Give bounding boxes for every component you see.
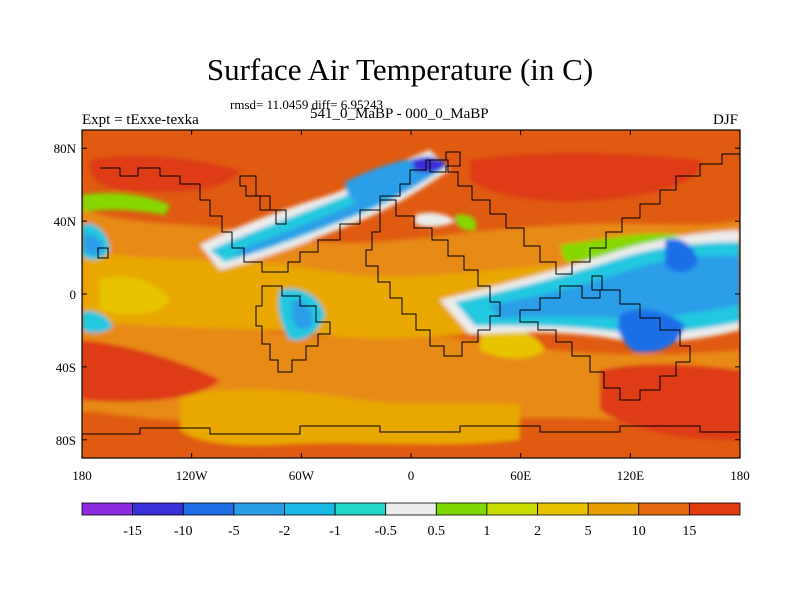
lat-tick-label: 0 [70,287,77,302]
lon-tick-label: 180 [730,468,750,483]
field-yellow-patch-east [480,326,545,359]
plot-title: Surface Air Temperature (in C) [206,52,594,87]
colorbar-label: -15 [123,524,142,539]
field-red-south-west [82,340,220,402]
colorbar-label: -10 [174,524,193,539]
colorbar-swatch [334,502,387,516]
field-yellow-patch [100,276,170,315]
lat-tick-label: 80S [56,433,76,448]
lat-tick-label: 40N [54,214,77,229]
coastline-north-continent-inner [239,175,287,225]
colorbar-label: -5 [228,524,240,539]
colorbar-swatch [537,502,589,516]
latitude-axis: 80N 40N 0 40S 80S [54,141,740,448]
lon-tick-label: 120W [176,468,209,483]
coastline-south-polar [82,425,740,435]
colorbar-swatch [233,502,285,516]
coastline-north-continent [100,153,740,275]
colorbar: -15 -10 -5 -2 -1 -0.5 0.5 1 2 5 10 15 [81,502,741,539]
lon-tick-label: 0 [408,468,415,483]
colorbar-swatch [435,502,488,516]
field-red-north-west [89,155,240,192]
colorbar-swatch [587,502,640,516]
field-red-north-east [470,153,701,202]
longitude-axis: 180 120W 60W 0 60E 120E 180 [72,130,750,483]
colorbar-swatch [638,502,690,516]
experiment-label: Expt = tExxe-texka [82,112,199,128]
colorbar-label: 15 [682,524,696,539]
lon-tick-label: 60E [510,468,531,483]
colorbar-label: 0.5 [428,524,446,539]
colorbar-swatch [385,502,437,516]
colorbar-label: -1 [329,524,341,539]
field-green-rim-arctic [82,193,170,215]
coastline-island-arctic [429,151,461,173]
lon-tick-label: 120E [617,468,645,483]
coastlines [82,151,740,435]
coastline-south-continent [519,285,691,401]
period-label: 541_0_MaBP - 000_0_MaBP [310,106,489,122]
field-blue-south-atlantic [292,299,313,330]
colorbar-swatch [132,502,184,516]
coastline-small-isle-west [97,247,109,259]
field-cyan-west-south [82,311,112,333]
coastline-central-landmass [365,199,501,357]
colorbar-label: 1 [483,524,490,539]
colorbar-label: -0.5 [375,524,397,539]
colorbar-label: -2 [279,524,291,539]
lon-tick-label: 180 [72,468,92,483]
colorbar-label: 2 [534,524,541,539]
colorbar-swatch [688,502,741,516]
colorbar-label: 10 [632,524,646,539]
lon-tick-label: 60W [289,468,315,483]
field-white-patch-mid [415,212,455,227]
colorbar-label: 5 [585,524,592,539]
colorbar-swatch [182,502,235,516]
colorbar-swatch [81,502,134,516]
colorbar-swatch [486,502,538,516]
lat-tick-label: 40S [56,360,76,375]
field-amber-band [82,250,560,339]
stats-label: rmsd= 11.0459 diff= 6.95243 [230,97,383,112]
coastline-south-west-landmass [255,285,331,373]
colorbar-swatch [284,502,336,516]
field-mid-blue-west-pacific [665,238,698,273]
season-label: DJF [712,112,738,128]
lat-tick-label: 80N [54,141,77,156]
temperature-field [82,130,740,458]
field-blue-tongue [235,168,432,256]
field-red-south-east [600,364,740,440]
coastline-small-isle-east [591,275,603,291]
field-green-patch-mid [455,214,477,231]
field-mid-blue-east [618,309,685,353]
